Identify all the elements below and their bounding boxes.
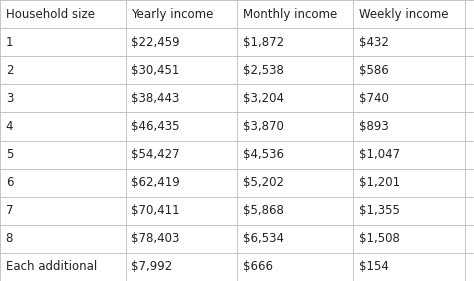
Bar — [237, 140, 353, 169]
Bar — [126, 169, 237, 197]
Text: 8: 8 — [6, 232, 13, 245]
Bar — [126, 253, 237, 281]
Text: $54,427: $54,427 — [131, 148, 180, 161]
Bar — [0, 140, 126, 169]
Text: Household size: Household size — [6, 8, 95, 21]
Bar — [237, 253, 353, 281]
Bar — [126, 56, 237, 84]
Text: $7,992: $7,992 — [131, 260, 173, 273]
Text: $30,451: $30,451 — [131, 64, 180, 77]
Bar — [353, 225, 465, 253]
Text: 2: 2 — [6, 64, 13, 77]
Bar — [237, 0, 353, 28]
Bar — [0, 112, 126, 140]
Bar — [353, 0, 465, 28]
Text: $62,419: $62,419 — [131, 176, 180, 189]
Text: $740: $740 — [359, 92, 389, 105]
Text: $70,411: $70,411 — [131, 204, 180, 217]
Bar — [237, 84, 353, 112]
Text: $3,870: $3,870 — [243, 120, 283, 133]
Bar — [126, 140, 237, 169]
Text: $4,536: $4,536 — [243, 148, 283, 161]
Text: $432: $432 — [359, 36, 389, 49]
Text: $2,538: $2,538 — [243, 64, 283, 77]
Text: $1,508: $1,508 — [359, 232, 400, 245]
Bar — [353, 253, 465, 281]
Bar — [126, 225, 237, 253]
Text: $6,534: $6,534 — [243, 232, 283, 245]
Bar — [353, 28, 465, 56]
Bar — [353, 197, 465, 225]
Bar — [237, 56, 353, 84]
Text: 3: 3 — [6, 92, 13, 105]
Text: 5: 5 — [6, 148, 13, 161]
Bar — [353, 56, 465, 84]
Text: $5,202: $5,202 — [243, 176, 283, 189]
Text: $3,204: $3,204 — [243, 92, 283, 105]
Text: $1,355: $1,355 — [359, 204, 400, 217]
Bar — [0, 28, 126, 56]
Text: $46,435: $46,435 — [131, 120, 180, 133]
Bar — [0, 197, 126, 225]
Text: Monthly income: Monthly income — [243, 8, 337, 21]
Bar — [237, 169, 353, 197]
Bar — [0, 253, 126, 281]
Bar — [237, 28, 353, 56]
Bar — [353, 169, 465, 197]
Bar — [237, 197, 353, 225]
Text: $1,872: $1,872 — [243, 36, 284, 49]
Text: $1,201: $1,201 — [359, 176, 400, 189]
Text: 6: 6 — [6, 176, 13, 189]
Bar — [126, 28, 237, 56]
Bar — [237, 112, 353, 140]
Text: Weekly income: Weekly income — [359, 8, 448, 21]
Bar — [237, 225, 353, 253]
Bar — [0, 84, 126, 112]
Bar — [0, 56, 126, 84]
Bar — [0, 169, 126, 197]
Text: 1: 1 — [6, 36, 13, 49]
Bar — [0, 0, 126, 28]
Text: 4: 4 — [6, 120, 13, 133]
Text: $38,443: $38,443 — [131, 92, 180, 105]
Text: $78,403: $78,403 — [131, 232, 180, 245]
Bar — [353, 84, 465, 112]
Bar — [126, 197, 237, 225]
Text: $154: $154 — [359, 260, 389, 273]
Text: Yearly income: Yearly income — [131, 8, 214, 21]
Text: Each additional: Each additional — [6, 260, 97, 273]
Text: $666: $666 — [243, 260, 273, 273]
Text: $5,868: $5,868 — [243, 204, 283, 217]
Text: $893: $893 — [359, 120, 389, 133]
Bar — [0, 225, 126, 253]
Bar — [126, 84, 237, 112]
Bar — [126, 0, 237, 28]
Bar — [126, 112, 237, 140]
Text: $586: $586 — [359, 64, 389, 77]
Text: 7: 7 — [6, 204, 13, 217]
Bar — [353, 140, 465, 169]
Text: $1,047: $1,047 — [359, 148, 400, 161]
Bar — [353, 112, 465, 140]
Text: $22,459: $22,459 — [131, 36, 180, 49]
